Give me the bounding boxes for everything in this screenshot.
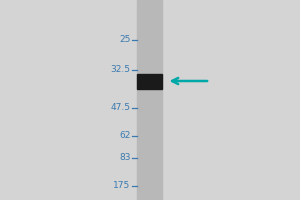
Bar [136,0,162,200]
Bar [136,74,162,88]
Text: 47.5: 47.5 [110,104,130,112]
Text: 25: 25 [119,36,130,45]
Text: 83: 83 [119,154,130,162]
Text: 32.5: 32.5 [110,66,130,74]
Text: 175: 175 [113,182,130,190]
Text: 62: 62 [119,132,130,140]
